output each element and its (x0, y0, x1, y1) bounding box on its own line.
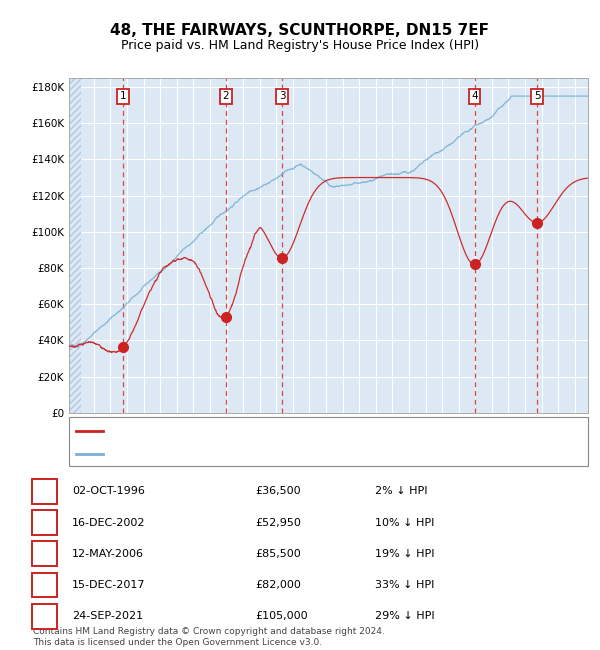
Text: 3: 3 (41, 549, 48, 559)
Text: 3: 3 (279, 92, 286, 101)
Text: 1: 1 (41, 486, 48, 497)
Text: Price paid vs. HM Land Registry's House Price Index (HPI): Price paid vs. HM Land Registry's House … (121, 39, 479, 52)
Text: 15-DEC-2017: 15-DEC-2017 (72, 580, 146, 590)
Text: 19% ↓ HPI: 19% ↓ HPI (375, 549, 434, 559)
Text: 1: 1 (119, 92, 126, 101)
Text: 2: 2 (41, 517, 48, 528)
Text: 16-DEC-2002: 16-DEC-2002 (72, 517, 146, 528)
Text: £85,500: £85,500 (255, 549, 301, 559)
Text: 4: 4 (40, 580, 49, 590)
Text: 29% ↓ HPI: 29% ↓ HPI (375, 611, 434, 621)
Text: 10% ↓ HPI: 10% ↓ HPI (375, 517, 434, 528)
Text: Contains HM Land Registry data © Crown copyright and database right 2024.
This d: Contains HM Land Registry data © Crown c… (33, 627, 385, 647)
Text: £36,500: £36,500 (255, 486, 301, 497)
Text: 2: 2 (223, 92, 229, 101)
Text: 02-OCT-1996: 02-OCT-1996 (72, 486, 145, 497)
Text: 12-MAY-2006: 12-MAY-2006 (72, 549, 144, 559)
Text: 2% ↓ HPI: 2% ↓ HPI (375, 486, 427, 497)
Text: £52,950: £52,950 (255, 517, 301, 528)
Text: 33% ↓ HPI: 33% ↓ HPI (375, 580, 434, 590)
Text: 48, THE FAIRWAYS, SCUNTHORPE, DN15 7EF: 48, THE FAIRWAYS, SCUNTHORPE, DN15 7EF (110, 23, 490, 38)
Text: 24-SEP-2021: 24-SEP-2021 (72, 611, 143, 621)
Text: HPI: Average price, semi-detached house, North Lincolnshire: HPI: Average price, semi-detached house,… (109, 449, 412, 459)
Text: 48, THE FAIRWAYS, SCUNTHORPE, DN15 7EF (semi-detached house): 48, THE FAIRWAYS, SCUNTHORPE, DN15 7EF (… (109, 426, 449, 436)
Text: £105,000: £105,000 (255, 611, 308, 621)
Text: £82,000: £82,000 (255, 580, 301, 590)
Text: 4: 4 (471, 92, 478, 101)
Text: 5: 5 (534, 92, 541, 101)
Text: 5: 5 (41, 611, 48, 621)
